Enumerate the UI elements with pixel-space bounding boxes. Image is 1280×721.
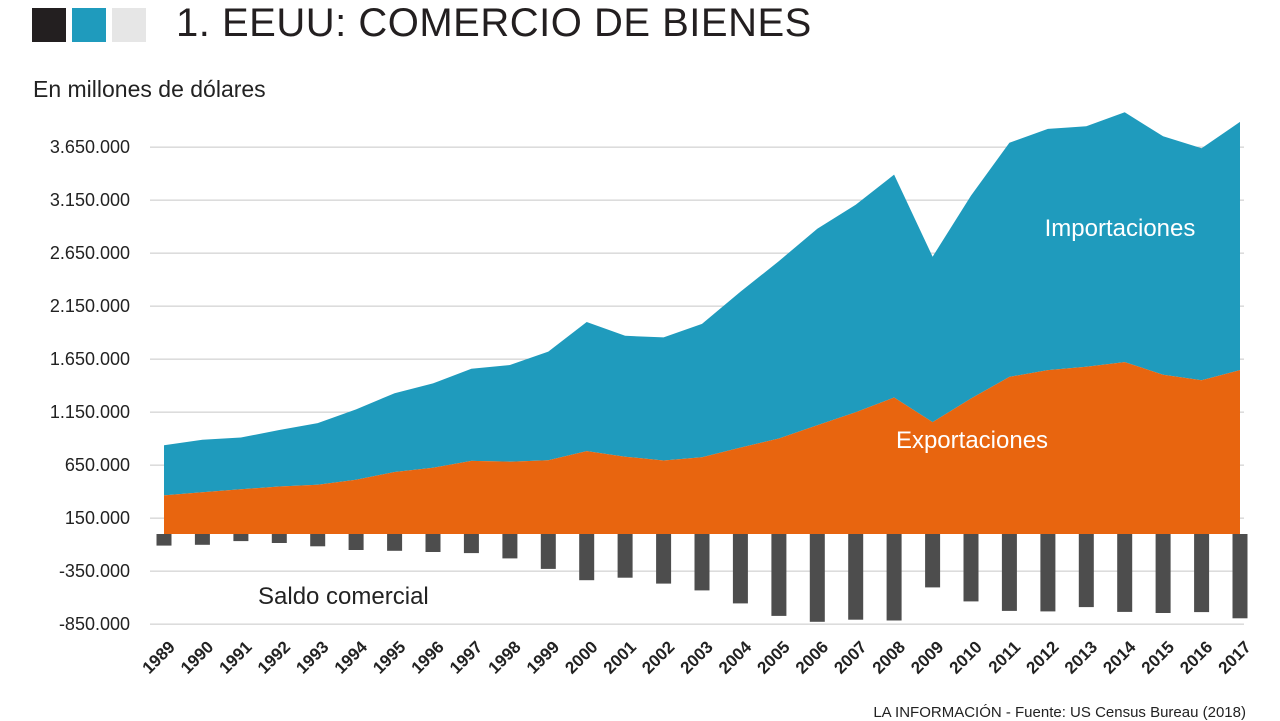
balance-bar: [1155, 534, 1171, 613]
balance-bar: [963, 534, 979, 602]
x-tick-label: 1997: [446, 637, 486, 677]
x-tick-label: 2005: [754, 637, 794, 677]
x-tick-label: 2002: [638, 637, 678, 677]
x-tick-label: 2017: [1215, 637, 1255, 677]
balance-bar: [1117, 534, 1133, 612]
chart-title: 1. EEUU: COMERCIO DE BIENES: [176, 1, 812, 45]
balance-bar: [1194, 534, 1210, 613]
y-tick-label: 3.650.000: [50, 137, 130, 157]
y-tick-label: 150.000: [65, 508, 130, 528]
balance-bar: [1040, 534, 1056, 612]
swatch-black: [32, 8, 66, 42]
balance-bar: [387, 534, 403, 551]
balance-bar: [848, 534, 864, 620]
x-tick-label: 1996: [408, 637, 448, 677]
balance-bar: [694, 534, 710, 591]
y-tick-label: 3.150.000: [50, 190, 130, 210]
x-tick-label: 1994: [331, 637, 372, 678]
x-tick-label: 1993: [292, 637, 332, 677]
series-label-saldo-comercial: Saldo comercial: [258, 583, 429, 610]
x-tick-label: 2009: [907, 637, 947, 677]
x-tick-label: 1999: [523, 637, 563, 677]
balance-bar: [732, 534, 748, 604]
source-note: LA INFORMACIÓN - Fuente: US Census Burea…: [873, 704, 1246, 721]
balance-bar: [502, 534, 518, 559]
y-tick-label: 650.000: [65, 455, 130, 475]
balance-bar: [463, 534, 479, 554]
x-tick-label: 2001: [600, 637, 640, 677]
x-tick-label: 2011: [985, 637, 1025, 677]
y-axis-labels: 3.650.000 3.150.000 2.650.000 2.150.000 1.65…: [50, 137, 130, 634]
x-tick-label: 2006: [792, 637, 832, 677]
swatch-gray: [112, 8, 146, 42]
balance-bar: [156, 534, 172, 546]
balance-bar: [579, 534, 595, 581]
x-tick-label: 2016: [1176, 637, 1216, 677]
balance-bar: [1078, 534, 1094, 608]
x-tick-label: 2013: [1061, 637, 1101, 677]
x-tick-label: 2004: [715, 637, 756, 678]
x-tick-label: 2014: [1099, 637, 1140, 678]
series-label-exportaciones: Exportaciones: [896, 427, 1048, 454]
balance-bar: [540, 534, 556, 569]
balance-bar: [1232, 534, 1248, 619]
balance-bar: [425, 534, 441, 552]
x-tick-label: 2003: [677, 637, 717, 677]
balance-bar: [1001, 534, 1017, 611]
balance-bar: [886, 534, 902, 621]
series-area-exportaciones: [164, 362, 1240, 534]
x-tick-label: 1995: [369, 637, 409, 677]
y-tick-label: -350.000: [59, 561, 130, 581]
x-tick-label: 2010: [946, 637, 986, 677]
balance-bar: [348, 534, 364, 550]
x-tick-label: 2000: [561, 637, 601, 677]
x-tick-label: 2007: [830, 637, 870, 677]
y-tick-label: -850.000: [59, 614, 130, 634]
x-axis-labels: 1989199019911992199319941995199619971998…: [139, 637, 1255, 678]
x-tick-label: 1991: [216, 637, 256, 677]
balance-bar: [310, 534, 326, 547]
y-tick-label: 2.150.000: [50, 296, 130, 316]
balance-bar: [194, 534, 210, 545]
balance-bar: [809, 534, 825, 622]
x-tick-label: 1992: [254, 637, 294, 677]
y-tick-label: 1.150.000: [50, 402, 130, 422]
swatch-blue: [72, 8, 106, 42]
header-swatches: [32, 8, 146, 42]
balance-bar: [617, 534, 633, 578]
y-tick-label: 1.650.000: [50, 349, 130, 369]
balance-bar: [656, 534, 672, 584]
balance-bars: [156, 534, 1248, 622]
x-tick-label: 2008: [869, 637, 909, 677]
balance-bar: [233, 534, 249, 542]
series-label-importaciones: Importaciones: [1045, 215, 1196, 242]
unit-label: En millones de dólares: [33, 76, 266, 102]
x-tick-label: 2015: [1138, 637, 1178, 677]
balance-bar: [771, 534, 787, 616]
x-tick-label: 1990: [177, 637, 217, 677]
series-area-importaciones: [164, 112, 1240, 496]
y-tick-label: 2.650.000: [50, 243, 130, 263]
balance-bar: [925, 534, 941, 588]
x-tick-label: 1989: [139, 637, 179, 677]
x-tick-label: 1998: [485, 637, 525, 677]
balance-bar: [271, 534, 287, 543]
x-tick-label: 2012: [1023, 637, 1063, 677]
